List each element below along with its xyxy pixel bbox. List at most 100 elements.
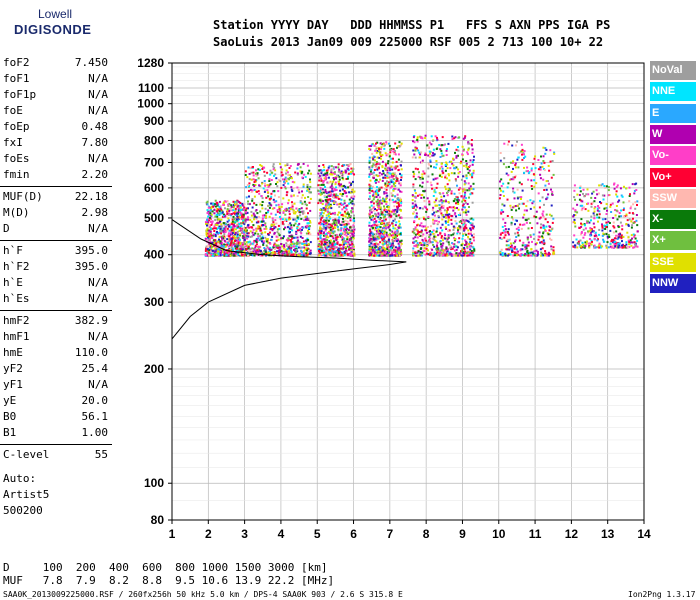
echo-point <box>378 171 381 174</box>
echo-point <box>411 199 414 202</box>
echo-point <box>438 144 441 146</box>
echo-point <box>439 192 442 195</box>
echo-point <box>462 223 465 226</box>
echo-point <box>542 155 545 158</box>
echo-point <box>396 232 399 235</box>
echo-point <box>219 220 222 223</box>
echo-point <box>388 224 391 227</box>
echo-point <box>386 224 389 226</box>
echo-point <box>345 234 348 237</box>
echo-point <box>533 254 536 257</box>
echo-point <box>324 237 327 240</box>
echo-point <box>502 163 505 166</box>
echo-point <box>415 147 418 150</box>
echo-point <box>257 227 260 230</box>
echo-point <box>271 251 274 254</box>
echo-point <box>237 210 240 213</box>
echo-point <box>418 217 421 220</box>
echo-point <box>206 252 209 255</box>
echo-point <box>261 235 264 238</box>
echo-point <box>374 239 377 242</box>
echo-point <box>343 240 346 243</box>
echo-point <box>349 235 352 238</box>
echo-point <box>327 166 330 169</box>
echo-point <box>304 215 307 218</box>
echo-point <box>535 242 538 245</box>
echo-point <box>334 219 337 222</box>
echo-point <box>382 213 384 216</box>
echo-point <box>471 254 474 257</box>
echo-point <box>455 195 458 198</box>
echo-point <box>338 184 341 187</box>
echo-point <box>213 212 216 215</box>
echo-point <box>469 248 472 251</box>
echo-point <box>460 160 463 163</box>
echo-point <box>334 196 337 199</box>
echo-point <box>321 188 324 191</box>
echo-point <box>450 253 453 256</box>
echo-point <box>544 147 547 150</box>
echo-point <box>243 203 246 206</box>
param-row-ye: yE 20.0 <box>3 394 108 410</box>
echo-point <box>284 178 287 181</box>
echo-point <box>278 227 281 230</box>
echo-point <box>390 147 393 150</box>
echo-point <box>469 164 472 167</box>
echo-point <box>418 171 420 174</box>
echo-point <box>435 163 438 166</box>
echo-point <box>412 206 415 209</box>
echo-point <box>462 221 465 224</box>
echo-point <box>393 166 396 169</box>
echo-point <box>548 233 551 236</box>
echo-point <box>327 254 330 257</box>
echo-point <box>333 225 336 228</box>
echo-point <box>341 195 344 197</box>
echo-point <box>538 206 541 209</box>
echo-point <box>256 173 259 176</box>
echo-point <box>292 218 295 221</box>
echo-point <box>449 167 452 170</box>
echo-point <box>421 177 424 180</box>
echo-point <box>214 235 217 238</box>
echo-point <box>334 181 337 184</box>
echo-point <box>383 242 386 245</box>
echo-point <box>321 253 323 256</box>
echo-point <box>344 185 347 188</box>
echo-point <box>277 244 280 247</box>
echo-point <box>542 146 545 149</box>
echo-point <box>541 196 544 199</box>
echo-point <box>247 241 250 244</box>
echo-point <box>548 213 551 216</box>
echo-point <box>235 201 238 204</box>
echo-point <box>331 243 334 246</box>
echo-point <box>328 226 331 229</box>
echo-point <box>344 212 347 215</box>
echo-point <box>335 236 338 239</box>
echo-point <box>284 253 287 256</box>
echo-point <box>239 241 242 244</box>
echo-point <box>240 212 242 215</box>
echo-point <box>342 244 345 247</box>
echo-point <box>331 186 334 189</box>
echo-point <box>222 244 225 247</box>
echo-point <box>300 196 303 199</box>
echo-point <box>397 198 400 201</box>
echo-point <box>501 203 504 206</box>
echo-point <box>412 250 415 253</box>
echo-point <box>382 143 385 146</box>
echo-point <box>390 247 393 250</box>
echo-point <box>302 240 305 243</box>
echo-point <box>413 232 416 235</box>
echo-point <box>378 229 381 232</box>
echo-point <box>397 247 400 250</box>
echo-point <box>471 161 474 164</box>
echo-point <box>400 216 403 219</box>
echo-point <box>306 222 309 225</box>
echo-point <box>394 218 396 221</box>
echo-point <box>230 214 232 217</box>
echo-point <box>327 168 330 171</box>
echo-point <box>374 246 377 249</box>
echo-point <box>227 232 230 235</box>
echo-point <box>442 200 445 203</box>
echo-point <box>524 245 527 248</box>
